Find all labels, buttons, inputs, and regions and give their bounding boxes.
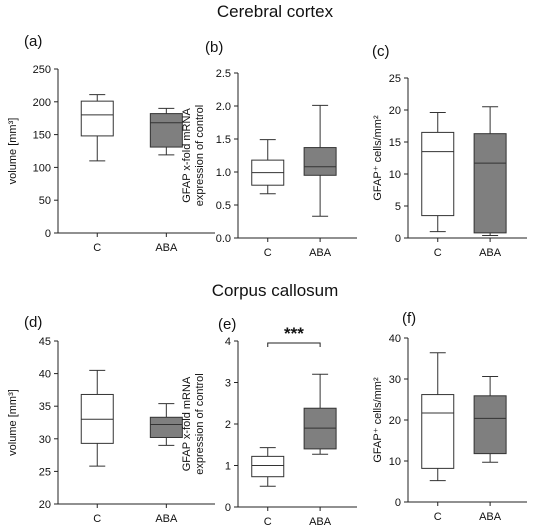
x-tick-label: ABA: [309, 516, 332, 528]
y-tick-label: 0: [395, 497, 401, 509]
y-tick-label: 10: [389, 456, 401, 468]
panel-label-a: (a): [24, 33, 43, 50]
y-tick-label: 1.0: [216, 167, 231, 179]
x-tick-label: ABA: [155, 513, 178, 525]
box-c: [421, 112, 455, 233]
x-tick-label: C: [93, 513, 101, 525]
panel-label-e: (e): [218, 316, 237, 333]
y-tick-label: 0.5: [216, 200, 231, 212]
box-iqr: [80, 100, 114, 137]
y-tick-label: 2: [225, 419, 231, 431]
x-tick-label: ABA: [309, 247, 332, 259]
y-tick-label: 20: [389, 415, 401, 427]
chart-panel-b: 0.0 0.5 1.0 1.5 2.0 2.5 GFAP x-fold mRNAexpres…: [181, 68, 357, 259]
y-tick-label: 150: [33, 130, 51, 142]
y-tick-label: 0: [45, 228, 51, 240]
y-tick-label: 0: [225, 502, 231, 514]
y-axis-label-line: volume [mm³]: [7, 389, 19, 456]
y-tick-label: 15: [389, 137, 401, 149]
box-c: [80, 94, 114, 162]
significance-label: ***: [284, 324, 304, 343]
chart-panel-d: 20 25 30 35 40 45 volume [mm³] C ABA: [7, 336, 215, 525]
box-iqr: [421, 394, 455, 469]
y-tick-label: 20: [39, 499, 51, 511]
box-aba: [303, 104, 337, 217]
y-tick-label: 50: [39, 195, 51, 207]
chart-panel-e: 0 1 2 3 4 GFAP x-fold mRNAexpression of contr…: [181, 324, 357, 528]
x-tick-label: C: [434, 511, 442, 523]
section-title-cortex: Cerebral cortex: [216, 2, 334, 21]
y-tick-label: 5: [395, 201, 401, 213]
y-tick-label: 25: [389, 73, 401, 85]
y-tick-label: 10: [389, 169, 401, 181]
box-iqr: [473, 133, 507, 234]
section-title-callosum: Corpus callosum: [211, 281, 339, 300]
y-tick-label: 100: [33, 162, 51, 174]
box-iqr: [421, 131, 455, 217]
y-tick-label: 3: [225, 378, 231, 390]
y-axis-label-line: GFAP⁺ cells/mm²: [372, 115, 384, 201]
panel-label-f: (f): [402, 310, 417, 327]
y-axis-label-line: GFAP x-fold mRNA: [181, 108, 193, 203]
y-tick-label: 45: [39, 336, 51, 348]
y-axis-label-line: volume [mm³]: [7, 118, 19, 185]
y-axis-label: GFAP⁺ cells/mm²: [372, 115, 384, 201]
chart-panel-f: 0 10 20 30 40 GFAP⁺ cells/mm² C ABA: [372, 333, 527, 523]
box-iqr: [149, 416, 183, 438]
x-tick-label: C: [434, 247, 442, 259]
y-tick-label: 40: [39, 369, 51, 381]
box-aba: [473, 106, 507, 236]
y-tick-label: 200: [33, 97, 51, 109]
x-tick-label: ABA: [479, 511, 502, 523]
y-axis-label: GFAP x-fold mRNAexpression of control: [181, 105, 206, 207]
y-axis-label: GFAP⁺ cells/mm²: [372, 377, 384, 463]
y-axis-label: GFAP x-fold mRNAexpression of control: [181, 373, 206, 475]
chart-panel-a: 0 50 100 150 200 250 volume [mm³] C ABA: [7, 64, 215, 254]
panel-label-c: (c): [372, 43, 390, 60]
x-tick-label: C: [93, 242, 101, 254]
box-iqr: [149, 113, 183, 148]
y-tick-label: 2.0: [216, 101, 231, 113]
panel-label-b: (b): [205, 39, 224, 56]
y-tick-label: 1.5: [216, 134, 231, 146]
y-tick-label: 30: [39, 434, 51, 446]
box-c: [421, 352, 455, 482]
y-tick-label: 30: [389, 374, 401, 386]
y-tick-label: 25: [39, 466, 51, 478]
box-iqr: [251, 455, 285, 478]
y-tick-label: 35: [39, 401, 51, 413]
box-aba: [473, 376, 507, 463]
box-aba: [149, 107, 183, 156]
box-iqr: [473, 395, 507, 455]
box-iqr: [303, 147, 337, 176]
significance-bracket: [267, 342, 321, 347]
y-axis-label-line: GFAP⁺ cells/mm²: [372, 377, 384, 463]
chart-panel-c: 0 5 10 15 20 25 GFAP⁺ cells/mm² C ABA: [372, 73, 527, 259]
box-aba: [303, 373, 337, 455]
panel-label-d: (d): [24, 314, 43, 331]
y-axis-label-line: expression of control: [194, 105, 206, 207]
y-tick-label: 0.0: [216, 233, 231, 245]
y-tick-label: 4: [225, 336, 231, 348]
x-tick-label: C: [264, 247, 272, 259]
box-c: [251, 139, 285, 195]
y-tick-label: 40: [389, 333, 401, 345]
box-c: [80, 369, 114, 467]
box-c: [251, 447, 285, 487]
y-axis-label: volume [mm³]: [7, 389, 19, 456]
x-tick-label: ABA: [155, 242, 178, 254]
y-tick-label: 2.5: [216, 68, 231, 80]
y-axis-label-line: GFAP x-fold mRNA: [181, 376, 193, 471]
y-axis-label: volume [mm³]: [7, 118, 19, 185]
y-tick-label: 0: [395, 233, 401, 245]
y-axis-label-line: expression of control: [194, 373, 206, 475]
y-tick-label: 250: [33, 64, 51, 76]
y-tick-label: 1: [225, 461, 231, 473]
y-tick-label: 20: [389, 105, 401, 117]
x-tick-label: C: [264, 516, 272, 528]
x-tick-label: ABA: [479, 247, 502, 259]
box-aba: [149, 403, 183, 446]
